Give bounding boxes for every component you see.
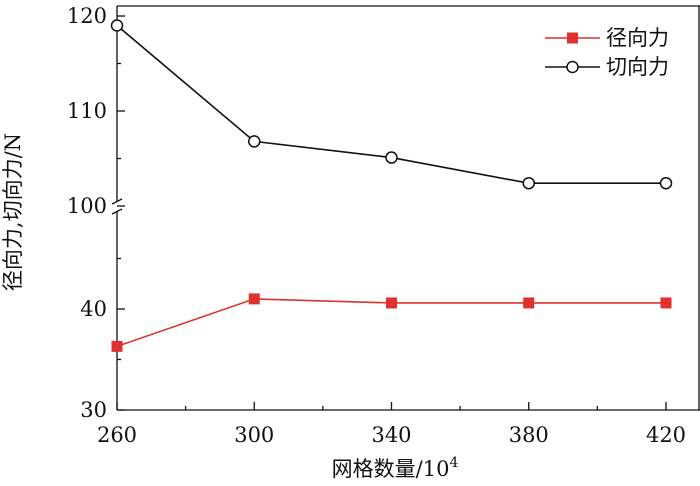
data-point-square [111, 340, 123, 352]
legend-label: 切向力 [606, 55, 669, 79]
y-tick-label: 110 [67, 99, 107, 123]
data-point-circle [659, 176, 673, 190]
x-tick-label: 260 [97, 423, 137, 447]
y-tick-label: 100 [67, 194, 107, 218]
data-point-square [660, 297, 672, 309]
data-point-circle [385, 151, 398, 164]
x-tick-label: 380 [509, 423, 549, 447]
x-tick-label: 420 [646, 423, 686, 447]
x-axis-title-text: 网格数量/10 [332, 457, 450, 481]
x-axis-title: 网格数量/104 [332, 455, 459, 481]
y-tick-label: 40 [80, 297, 107, 321]
legend-marker-square [567, 32, 578, 44]
legend-label: 径向力 [606, 26, 669, 50]
data-point-square [386, 297, 397, 309]
y-tick-label: 120 [67, 4, 107, 28]
x-tick-label: 340 [371, 423, 411, 447]
data-point-circle [248, 135, 261, 148]
legend-marker-circle [566, 60, 579, 74]
x-axis-title-exponent: 4 [449, 455, 458, 471]
y-axis-title: 径向力,切向力/N [1, 133, 25, 291]
axis-break-mark [111, 208, 123, 215]
data-point-square [248, 293, 260, 305]
axis-break-mark [111, 198, 123, 205]
data-point-square [523, 297, 535, 309]
y-tick-label: 30 [80, 398, 107, 422]
data-point-circle [522, 176, 535, 190]
data-point-circle [110, 19, 124, 32]
x-tick-label: 300 [234, 423, 274, 447]
